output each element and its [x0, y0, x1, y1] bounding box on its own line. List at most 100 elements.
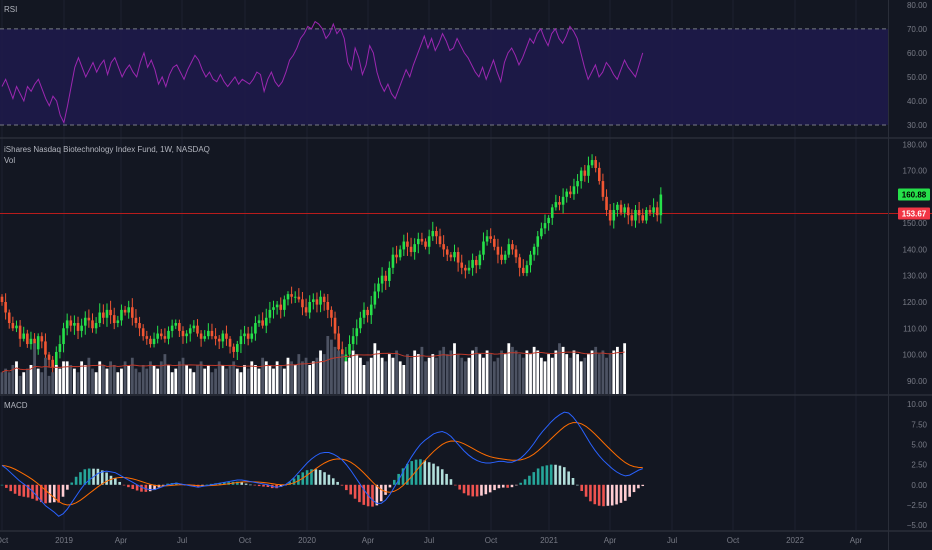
symbol-title[interactable]: iShares Nasdaq Biotechnology Index Fund,… — [4, 145, 210, 154]
candle-body — [80, 325, 83, 331]
candle-body — [0, 296, 4, 302]
macd-histogram-bar — [318, 470, 322, 485]
volume-bar — [322, 354, 326, 394]
candle-body — [221, 333, 225, 342]
volume-bar — [435, 357, 438, 394]
volume-bar — [358, 357, 362, 394]
macd-histogram-bar — [331, 478, 335, 485]
last-price-tag: 160.88 — [902, 191, 927, 200]
volume-bar — [387, 354, 391, 394]
candle-body — [112, 315, 116, 324]
macd-histogram-bar — [506, 484, 509, 488]
candle-body — [76, 323, 80, 331]
candle-body — [127, 307, 130, 313]
candle-body — [297, 296, 301, 300]
candle-body — [424, 241, 427, 247]
candle-body — [330, 309, 333, 318]
candle-body — [326, 301, 330, 310]
macd-histogram-bar — [576, 484, 579, 486]
volume-bar — [529, 354, 532, 394]
volume-bar — [127, 365, 131, 394]
candle-body — [134, 317, 138, 324]
macd-histogram-bar — [440, 469, 444, 485]
signal-line — [1, 422, 643, 506]
volume-bar — [478, 354, 482, 394]
price-axis-tick: 140.00 — [903, 245, 928, 254]
volume-pane[interactable] — [0, 336, 627, 394]
volume-bar — [0, 372, 4, 394]
volume-bar — [568, 357, 572, 394]
macd-histogram-bar — [515, 484, 518, 486]
candle-body — [641, 215, 645, 221]
price-pane[interactable] — [0, 154, 932, 375]
macd-histogram-bar — [379, 484, 383, 502]
volume-bar — [380, 357, 384, 394]
volume-bar — [149, 361, 152, 394]
candle-body — [532, 246, 536, 255]
volume-bar — [170, 372, 174, 394]
volume-bar — [51, 372, 55, 394]
candle-body — [94, 323, 98, 329]
candle-body — [402, 241, 406, 250]
volume-bar — [427, 357, 431, 394]
volume-bar — [83, 365, 87, 394]
volume-bar — [590, 350, 594, 394]
macd-line — [1, 411, 643, 517]
macd-histogram-bar — [462, 484, 466, 494]
macd-histogram-bar — [100, 470, 104, 485]
volume-bar — [406, 354, 409, 394]
price-tags: 160.88 153.67 — [898, 188, 930, 220]
volume-bar — [420, 346, 424, 394]
volume-bar — [616, 346, 619, 394]
macd-histogram-bar — [454, 484, 457, 486]
volume-bar — [69, 365, 73, 394]
volume-bar — [391, 357, 395, 394]
volume-bar — [138, 372, 141, 394]
price-axis-tick: 170.00 — [903, 167, 928, 176]
volume-bar — [167, 365, 170, 394]
rsi-axis-tick: 80.00 — [907, 1, 928, 10]
candle-body — [579, 170, 583, 182]
time-axis-tick: 2019 — [55, 536, 73, 545]
macd-pane[interactable] — [0, 411, 645, 517]
volume-bar — [120, 368, 123, 394]
volume-bar — [315, 357, 319, 394]
price-axis-tick: 120.00 — [903, 298, 928, 307]
time-axis-tick: Jul — [667, 536, 677, 545]
macd-histogram-bar — [314, 469, 318, 485]
time-axis-tick: 2020 — [298, 536, 316, 545]
volume-bar — [54, 365, 58, 394]
macd-histogram-bar — [205, 484, 209, 486]
macd-histogram-bar — [35, 484, 39, 501]
candle-body — [612, 209, 616, 221]
volume-bar — [87, 357, 91, 394]
candle-body — [188, 328, 192, 334]
macd-histogram-bar — [96, 468, 100, 485]
macd-histogram-bar — [589, 484, 592, 502]
time-axis-tick: Apr — [604, 536, 617, 545]
macd-histogram-bar — [362, 484, 366, 505]
candle-body — [391, 254, 395, 268]
volume-bar — [547, 354, 551, 394]
macd-histogram-bar — [388, 484, 392, 488]
candle-body — [442, 244, 445, 250]
time-axis[interactable]: Oct 2019 Apr Jul Oct 2020 Apr Jul Oct 2021 Apr Jul O… — [0, 536, 863, 545]
macd-histogram-bar — [53, 484, 56, 503]
candle-body — [521, 267, 525, 274]
volume-bar — [471, 350, 474, 394]
candle-body — [417, 238, 420, 245]
candle-body — [58, 344, 62, 352]
volume-bar — [243, 365, 246, 394]
macd-histogram-bar — [118, 481, 121, 485]
volume-bar — [463, 361, 467, 394]
volume-bar — [623, 343, 627, 394]
volume-bar — [572, 350, 576, 394]
candle-body — [561, 196, 565, 205]
support-price-tag: 153.67 — [902, 209, 927, 218]
macd-histogram-bar — [61, 484, 65, 497]
macd-histogram-bar — [406, 463, 409, 485]
macd-histogram-bar — [554, 464, 557, 485]
rsi-pane[interactable] — [0, 20, 888, 126]
